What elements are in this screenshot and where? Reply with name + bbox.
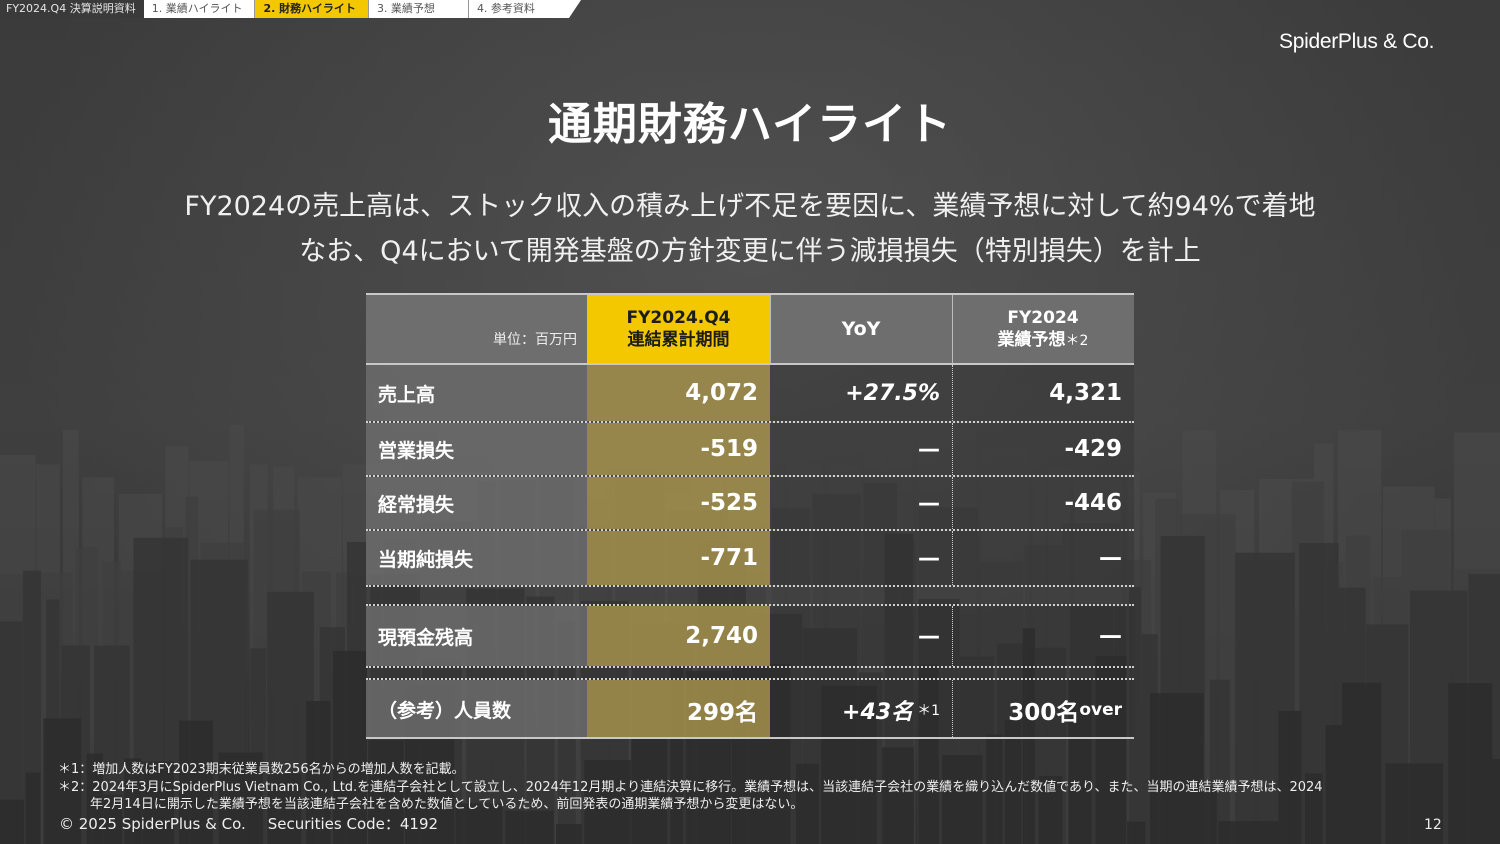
header-forecast-line2: 業績予想 [997, 329, 1066, 350]
header-current-line2: 連結累計期間 [627, 330, 730, 350]
row-label: 営業損失 [366, 423, 587, 475]
nav-tab-financial-highlights[interactable]: 2. 財務ハイライト [255, 0, 369, 18]
cell-divider [952, 477, 953, 529]
nav-tab-forecast[interactable]: 3. 業績予想 [368, 0, 469, 18]
cell-divider [952, 680, 953, 739]
cell-divider [952, 365, 953, 421]
subtitle-line-2: なお、Q4において開発基盤の方針変更に伴う減損損失（特別損失）を計上 [299, 236, 1201, 267]
yoy-value-text: +43名 [842, 699, 914, 725]
forecast-value: — [952, 531, 1134, 585]
table-row-ordinary-loss: 経常損失 -525 — -446 [366, 477, 1134, 531]
header-forecast-note: ＊2 [1065, 332, 1089, 349]
table-row-net-loss: 当期純損失 -771 — — [366, 531, 1134, 587]
yoy-value: +43名 ＊1 [770, 680, 952, 739]
forecast-value: 300名 over [952, 680, 1134, 739]
forecast-value: -429 [952, 423, 1134, 475]
current-value: -519 [587, 423, 770, 475]
current-value: -771 [587, 531, 770, 585]
forecast-value-text: 300名 [1008, 699, 1080, 726]
yoy-footnote-mark: ＊1 [917, 702, 940, 719]
row-label: 当期純損失 [366, 531, 587, 585]
row-label: 経常損失 [366, 477, 587, 529]
table-row-sales: 売上高 4,072 +27.5% 4,321 [366, 365, 1134, 423]
header-yoy: YoY [770, 295, 952, 363]
current-value: -525 [587, 477, 770, 529]
forecast-value: -446 [952, 477, 1134, 529]
nav-document-label: FY2024.Q4 決算説明資料 [0, 0, 144, 18]
nav-end-tab-shape [568, 0, 581, 18]
top-navigation: FY2024.Q4 決算説明資料 1. 業績ハイライト 2. 財務ハイライト 3… [0, 0, 581, 18]
header-bottom-rule [366, 363, 1134, 365]
subtitle-line-1: FY2024の売上高は、ストック収入の積み上げ不足を要因に、業績予想に対して約9… [184, 191, 1316, 222]
row-label: （参考）人員数 [366, 680, 587, 739]
current-value: 299名 [587, 680, 770, 739]
forecast-suffix: over [1079, 699, 1122, 720]
footnote-2: ＊2：2024年3月にSpiderPlus Vietnam Co., Ltd.を… [58, 780, 1323, 795]
yoy-value: — [770, 531, 952, 585]
table-row-headcount: （参考）人員数 299名 +43名 ＊1 300名 over [366, 678, 1134, 739]
current-value: 4,072 [587, 365, 770, 421]
header-forecast-line1: FY2024 [1007, 307, 1079, 328]
footer: © 2025 SpiderPlus & Co. Securities Code：4… [59, 813, 460, 834]
current-value: 2,740 [587, 606, 770, 666]
footnote-2-continued: 年2月14日に開示した業績予想を当該連結子会社を含めた数値としているため、前回発… [90, 797, 804, 812]
yoy-value: — [770, 606, 952, 666]
header-current-line1: FY2024.Q4 [626, 308, 731, 328]
cell-divider [952, 606, 953, 666]
forecast-value: — [952, 606, 1134, 666]
nav-tab-reference[interactable]: 4. 参考資料 [468, 0, 569, 18]
cell-divider [952, 531, 953, 585]
securities-code: Securities Code：4192 [267, 815, 439, 833]
row-label: 現預金残高 [366, 606, 587, 666]
yoy-value: — [770, 423, 952, 475]
page-title: 通期財務ハイライト [547, 99, 953, 150]
yoy-value: +27.5% [770, 365, 952, 421]
header-forecast: FY2024 業績予想＊2 [952, 295, 1134, 363]
copyright: © 2025 SpiderPlus & Co. [59, 815, 246, 833]
unit-label: 単位：百万円 [366, 295, 587, 363]
header-divider [770, 295, 771, 363]
table-bottom-rule [366, 737, 1134, 739]
header-current-period: FY2024.Q4 連結累計期間 [587, 295, 770, 363]
footnote-1: ＊1：増加人数はFY2023期末従業員数256名からの増加人数を記載。 [58, 762, 465, 777]
table-row-operating-loss: 営業損失 -519 — -429 [366, 423, 1134, 477]
table-row-cash: 現預金残高 2,740 — — [366, 604, 1134, 668]
nav-tab-business-highlights[interactable]: 1. 業績ハイライト [143, 0, 256, 18]
company-logo: SpiderPlus & Co. [1279, 30, 1435, 53]
table-top-rule [366, 293, 1134, 295]
row-label: 売上高 [366, 365, 587, 421]
header-divider [952, 295, 953, 363]
yoy-value: — [770, 477, 952, 529]
page-number: 12 [1424, 817, 1442, 833]
forecast-value: 4,321 [952, 365, 1134, 421]
cell-divider [952, 423, 953, 475]
